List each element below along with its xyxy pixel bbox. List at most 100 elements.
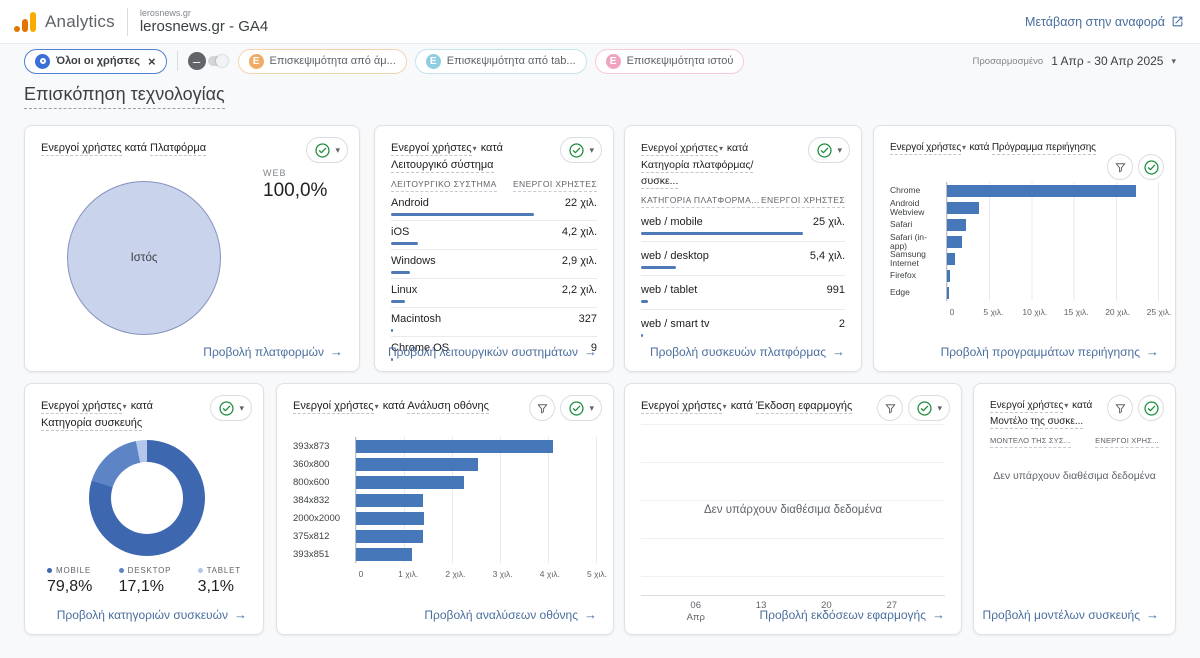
- table-row: Windows 2,9 χιλ.: [391, 250, 597, 279]
- metric-selector[interactable]: Ενεργοί χρήστες: [293, 400, 374, 414]
- card-title: Ενεργοί χρήστες▾ κατά Ανάλυση οθόνης: [293, 398, 597, 415]
- view-device-categories-link[interactable]: Προβολή κατηγοριών συσκευών →: [57, 607, 247, 622]
- bar[interactable]: [947, 252, 955, 265]
- dimension-link[interactable]: Λειτουργικό σύστημα: [391, 159, 494, 173]
- table-row: Chrome OS 9: [391, 337, 597, 365]
- app-header: Analytics lerosnews.gr lerosnews.gr - GA…: [0, 0, 1200, 44]
- all-users-chip[interactable]: Όλοι οι χρήστες ×: [24, 48, 167, 74]
- title-connector: κατά: [130, 400, 153, 412]
- check-circle-icon: [219, 400, 235, 416]
- filter-icon[interactable]: [529, 395, 556, 421]
- column-header-dimension[interactable]: ΛΕΙΤΟΥΡΓΙΚΟ ΣΥΣΤΗΜΑ: [391, 179, 497, 192]
- axis-tick: 3 χιλ.: [492, 569, 513, 579]
- axis-tick: 25 χιλ.: [1146, 307, 1172, 317]
- bar[interactable]: [356, 511, 424, 525]
- column-header-dimension[interactable]: ΜΟΝΤΕΛΟ ΤΗΣ ΣΥΣ...: [990, 436, 1071, 448]
- bar[interactable]: [356, 457, 479, 471]
- property-name: lerosnews.gr - GA4: [139, 18, 269, 36]
- metric-selector[interactable]: Ενεργοί χρήστες: [41, 400, 122, 414]
- view-platform-devices-link[interactable]: Προβολή συσκευών πλατφόρμας →: [650, 344, 845, 359]
- table-header: ΚΑΤΗΓΟΡΙΑ ΠΛΑΤΦΟΡΜΑ... ΕΝΕΡΓΟΙ ΧΡΗΣΤΕΣ: [641, 195, 845, 208]
- row-value: 9: [590, 342, 597, 354]
- bar-label: 800x600: [293, 476, 330, 488]
- data-quality-dropdown[interactable]: ▾: [210, 395, 252, 421]
- arrow-right-icon: →: [584, 344, 597, 359]
- metric-selector[interactable]: Ενεργοί χρήστες: [41, 142, 122, 156]
- filter-icon[interactable]: [877, 395, 904, 421]
- row-bar: [391, 300, 406, 303]
- device-category-donut-chart[interactable]: [89, 440, 205, 556]
- bar[interactable]: [947, 184, 1137, 197]
- close-icon[interactable]: ×: [147, 53, 156, 69]
- dimension-link[interactable]: Πρόγραμμα περιήγησης: [991, 142, 1096, 155]
- comparison-chip-web[interactable]: E Επισκεψιμότητα ιστού: [594, 48, 745, 74]
- comparison-chip-tablet[interactable]: E Επισκεψιμότητα από tab...: [414, 48, 587, 74]
- remove-comparison-icon: –: [187, 52, 206, 70]
- data-quality-dropdown[interactable]: ▾: [560, 395, 602, 421]
- bar-label: 393x873: [293, 440, 330, 452]
- column-header-dimension[interactable]: ΚΑΤΗΓΟΡΙΑ ΠΛΑΤΦΟΡΜΑ...: [641, 195, 760, 208]
- data-quality-button[interactable]: [1138, 395, 1164, 421]
- comparison-chip-direct[interactable]: E Επισκεψιμότητα από άμ...: [237, 48, 407, 74]
- view-screen-resolutions-link[interactable]: Προβολή αναλύσεων οθόνης →: [424, 607, 597, 622]
- view-device-models-link[interactable]: Προβολή μοντέλων συσκευής →: [983, 607, 1159, 622]
- data-quality-dropdown[interactable]: ▾: [808, 137, 850, 163]
- bar[interactable]: [947, 201, 980, 214]
- dimension-link[interactable]: Κατηγορία συσκευής: [41, 417, 143, 431]
- legend-dot: [118, 568, 124, 573]
- view-app-versions-link[interactable]: Προβολή εκδόσεων εφαρμογής →: [760, 607, 945, 622]
- data-quality-dropdown[interactable]: ▾: [908, 395, 950, 421]
- view-platforms-link[interactable]: Προβολή πλατφορμών →: [203, 344, 343, 359]
- metric-selector[interactable]: Ενεργοί χρήστες: [641, 400, 722, 414]
- view-browsers-link[interactable]: Προβολή προγραμμάτων περιήγησης →: [941, 344, 1159, 359]
- bar[interactable]: [356, 493, 424, 507]
- dimension-link[interactable]: Μοντέλο της συσκε...: [990, 416, 1084, 429]
- column-header-metric[interactable]: ΕΝΕΡΓΟΙ ΧΡΗΣΤΕΣ: [760, 195, 845, 208]
- axis-tick: 1 χιλ.: [398, 569, 419, 579]
- dimension-link[interactable]: Ανάλυση οθόνης: [407, 400, 489, 414]
- card-screen-resolution: Ενεργοί χρήστες▾ κατά Ανάλυση οθόνης ▾ 3…: [276, 383, 614, 635]
- filter-icon[interactable]: [1107, 395, 1133, 421]
- column-header-metric[interactable]: ΕΝΕΡΓΟΙ ΧΡΗΣ...: [1095, 436, 1159, 448]
- stat-value: 100,0%: [263, 180, 328, 201]
- column-header-metric[interactable]: ΕΝΕΡΓΟΙ ΧΡΗΣΤΕΣ: [512, 179, 597, 192]
- data-quality-button[interactable]: [1138, 154, 1164, 180]
- comparison-toggle[interactable]: –: [187, 52, 228, 70]
- link-label: Προβολή λειτουργικών συστημάτων: [388, 344, 578, 359]
- axis-tick: 0: [949, 307, 955, 317]
- bar[interactable]: [947, 286, 949, 299]
- browser-bar-chart: Chrome Android Webview Safari Safari (in…: [890, 182, 1159, 301]
- filter-icon[interactable]: [1107, 154, 1133, 180]
- chart-plot-area: [946, 182, 1159, 301]
- bar-label: Safari (in-app): [890, 231, 927, 251]
- bar[interactable]: [947, 269, 950, 282]
- bar[interactable]: [356, 475, 464, 489]
- property-switcher[interactable]: lerosnews.gr lerosnews.gr - GA4: [140, 8, 268, 36]
- bar[interactable]: [947, 218, 966, 231]
- axis-tick: 2 χιλ.: [445, 569, 466, 579]
- link-label: Προβολή μοντέλων συσκευής: [982, 607, 1140, 622]
- arrow-right-icon: →: [330, 344, 343, 359]
- bar[interactable]: [356, 547, 413, 561]
- go-to-report-label: Μετάβαση στην αναφορά: [1025, 14, 1165, 29]
- metric-selector[interactable]: Ενεργοί χρήστες: [990, 400, 1064, 413]
- bar[interactable]: [356, 439, 553, 453]
- row-bar: [641, 232, 804, 235]
- date-range-picker[interactable]: Προσαρμοσμένο 1 Απρ - 30 Απρ 2025 ▾: [973, 54, 1176, 68]
- bar[interactable]: [356, 529, 423, 543]
- axis-tick: 20: [821, 600, 832, 611]
- dimension-link[interactable]: Πλατφόρμα: [150, 142, 207, 156]
- metric-selector[interactable]: Ενεργοί χρήστες: [890, 142, 962, 155]
- data-quality-dropdown[interactable]: ▾: [306, 137, 348, 163]
- bar-label: 393x851: [293, 548, 330, 560]
- data-quality-dropdown[interactable]: ▾: [560, 137, 602, 163]
- dimension-link[interactable]: Έκδοση εφαρμογής: [756, 400, 853, 414]
- view-operating-systems-link[interactable]: Προβολή λειτουργικών συστημάτων →: [388, 344, 597, 359]
- bar[interactable]: [947, 235, 963, 248]
- platform-pie-chart[interactable]: Ιστός: [67, 181, 221, 335]
- metric-selector[interactable]: Ενεργοί χρήστες: [391, 142, 472, 156]
- go-to-report-link[interactable]: Μετάβαση στην αναφορά: [1025, 15, 1184, 29]
- link-label: Προβολή συσκευών πλατφόρμας: [649, 344, 826, 359]
- dimension-link[interactable]: Κατηγορία πλατφόρμας/συσκε...: [641, 159, 754, 189]
- metric-selector[interactable]: Ενεργοί χρήστες: [641, 142, 718, 156]
